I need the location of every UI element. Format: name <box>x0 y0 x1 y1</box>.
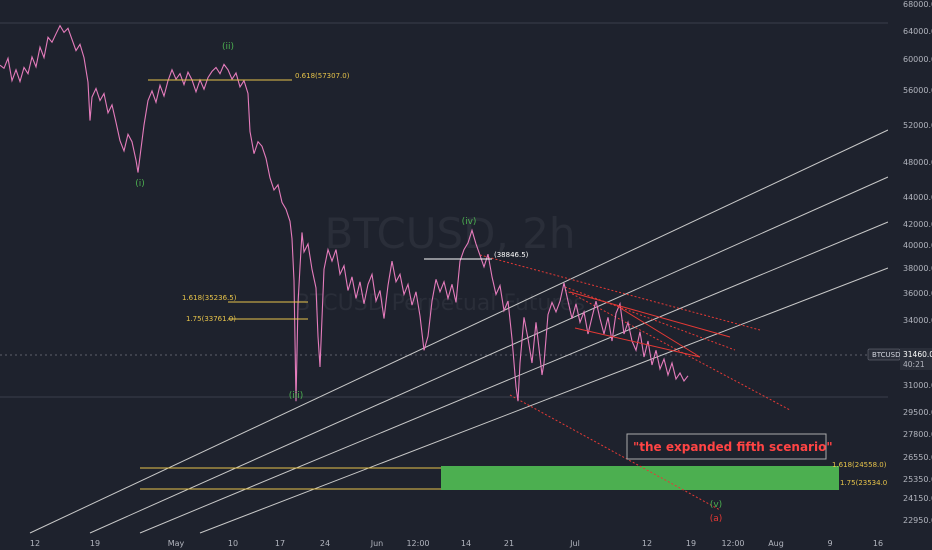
fib-label: 0.618(57307.0) <box>295 72 350 80</box>
channel-line <box>139 221 889 534</box>
time-tick-label: 9 <box>827 539 832 548</box>
price-tick-label: 34000.0 <box>903 316 932 325</box>
time-tick-label: May <box>168 539 185 548</box>
time-tick-label: 16 <box>873 539 883 548</box>
price-tick-label: 44000.0 <box>903 193 932 202</box>
wedge-upper-line <box>616 305 701 358</box>
price-axis[interactable] <box>888 0 932 536</box>
price-tick-label: 38000.0 <box>903 264 932 273</box>
wedge-outer-line <box>569 291 731 338</box>
price-tick-label: 64000.0 <box>903 27 932 36</box>
wave-label-iv: (iv) <box>462 217 477 227</box>
bar-countdown: 40:21 <box>903 360 925 369</box>
red-projection-lines <box>479 254 791 511</box>
price-series-line <box>0 24 689 402</box>
time-tick-label: 14 <box>461 539 471 548</box>
fib-label: 1.75(33761.0) <box>186 315 236 323</box>
fib-label: (38846.5) <box>494 251 529 259</box>
price-tick-label: 40000.0 <box>903 241 932 250</box>
time-tick-label: 10 <box>228 539 238 548</box>
wave-label-i: (i) <box>135 179 145 189</box>
ending-diagonal-wedge <box>569 291 731 358</box>
target-zone <box>441 466 839 490</box>
price-tick-label: 31000.0 <box>903 381 932 390</box>
price-tick-label: 29500.0 <box>903 408 932 417</box>
projection-line <box>479 254 761 331</box>
price-tick-label: 22950.0 <box>903 516 932 525</box>
wedge-lower-line <box>574 327 701 358</box>
time-tick-label: Jun <box>370 539 384 548</box>
annotation-box[interactable] <box>626 433 827 460</box>
wave-label-v: (v) <box>710 500 722 510</box>
price-tick-label: 68000.0 <box>903 0 932 9</box>
fib-label: 1.618(35236.5) <box>182 294 237 302</box>
wave-label-a: (a) <box>710 514 723 524</box>
time-tick-label: 12:00 <box>406 539 429 548</box>
projection-line <box>564 289 791 411</box>
price-tick-label: 36000.0 <box>903 289 932 298</box>
time-tick-label: 19 <box>686 539 696 548</box>
fib-label: 1.618(24558.0) <box>832 461 887 469</box>
time-axis-ticks: 12 19 May 10 17 24 Jun 12:00 14 21 Jul 12 19 12:00 Aug… <box>30 539 883 548</box>
wave-label-ii: (ii) <box>222 42 234 52</box>
time-tick-label: Aug <box>768 539 784 548</box>
price-tick-label: 42000.0 <box>903 220 932 229</box>
price-tick-label: 24150.0 <box>903 494 932 503</box>
price-tick-label: 60000.0 <box>903 55 932 64</box>
price-tick-label: 27800.0 <box>903 430 932 439</box>
time-tick-label: Jul <box>569 539 580 548</box>
time-tick-label: 12:00 <box>721 539 744 548</box>
fib-label: 1.75(23534.0) <box>840 479 890 487</box>
channel-line <box>29 129 889 534</box>
last-price-label: 31460.0 <box>903 350 932 359</box>
price-tick-label: 52000.0 <box>903 121 932 130</box>
price-tick-label: 48000.0 <box>903 158 932 167</box>
price-tick-label: 25350.0 <box>903 475 932 484</box>
watermark-title: BTCUSD, 2h <box>324 209 575 258</box>
annotation-text: "the expanded fifth scenario" <box>633 440 833 454</box>
time-tick-label: 12 <box>642 539 652 548</box>
time-tick-label: 24 <box>320 539 330 548</box>
time-tick-label: 17 <box>275 539 285 548</box>
price-tick-label: 26550.0 <box>903 453 932 462</box>
channel-line <box>89 176 889 534</box>
time-tick-label: 12 <box>30 539 40 548</box>
price-axis-ticks: 68000.0 64000.0 60000.0 56000.0 52000.0 48000… <box>903 0 932 525</box>
time-axis[interactable] <box>0 536 888 550</box>
symbol-label: BTCUSD <box>872 351 901 359</box>
time-tick-label: 19 <box>90 539 100 548</box>
price-tick-label: 56000.0 <box>903 86 932 95</box>
time-tick-label: 21 <box>504 539 514 548</box>
watermark-subtitle: BTCUSD Perpetual Futures <box>295 291 585 316</box>
wave-label-iii: (iii) <box>289 391 304 401</box>
last-price-tag <box>900 348 932 370</box>
